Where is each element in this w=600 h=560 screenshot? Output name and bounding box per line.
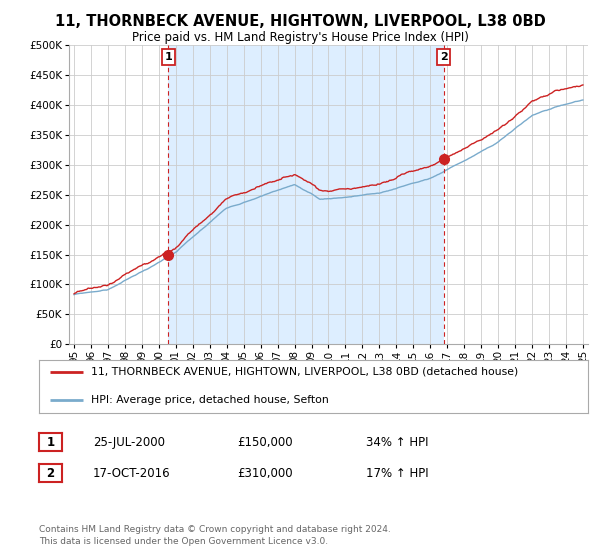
Text: 2: 2 (440, 52, 448, 62)
Text: HPI: Average price, detached house, Sefton: HPI: Average price, detached house, Seft… (91, 395, 329, 405)
Text: £310,000: £310,000 (237, 466, 293, 480)
Text: 34% ↑ HPI: 34% ↑ HPI (366, 436, 428, 449)
Text: 1: 1 (164, 52, 172, 62)
Text: 25-JUL-2000: 25-JUL-2000 (93, 436, 165, 449)
Text: Contains HM Land Registry data © Crown copyright and database right 2024.
This d: Contains HM Land Registry data © Crown c… (39, 525, 391, 546)
Text: £150,000: £150,000 (237, 436, 293, 449)
Text: 2: 2 (46, 466, 55, 480)
Text: 11, THORNBECK AVENUE, HIGHTOWN, LIVERPOOL, L38 0BD (detached house): 11, THORNBECK AVENUE, HIGHTOWN, LIVERPOO… (91, 367, 518, 377)
Text: Price paid vs. HM Land Registry's House Price Index (HPI): Price paid vs. HM Land Registry's House … (131, 31, 469, 44)
Text: 11, THORNBECK AVENUE, HIGHTOWN, LIVERPOOL, L38 0BD: 11, THORNBECK AVENUE, HIGHTOWN, LIVERPOO… (55, 14, 545, 29)
Bar (169, 45, 443, 344)
Text: 17-OCT-2016: 17-OCT-2016 (93, 466, 170, 480)
Text: 1: 1 (46, 436, 55, 449)
Text: 17% ↑ HPI: 17% ↑ HPI (366, 466, 428, 480)
